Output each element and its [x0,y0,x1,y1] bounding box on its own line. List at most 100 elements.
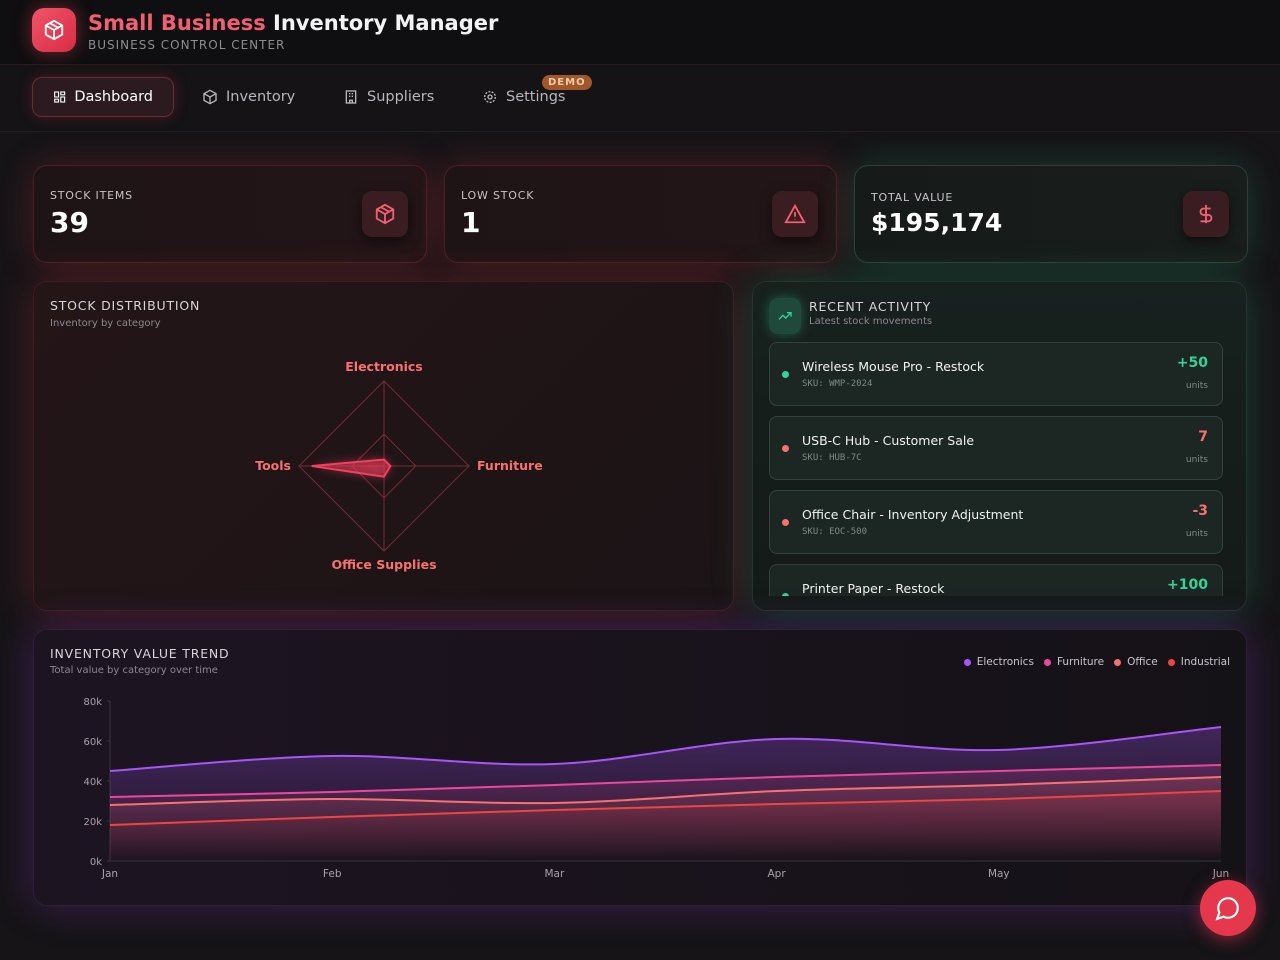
radar-area [311,458,392,478]
nav-bar: Dashboard Inventory Suppliers Settings [0,65,1280,132]
nav-label: Dashboard [74,89,153,105]
activity-list: Wireless Mouse Pro - Restock SKU: WMP-202… [753,342,1246,596]
nav-label: Suppliers [367,89,435,105]
radar-label: Furniture [477,458,543,473]
nav-label: Inventory [226,89,296,105]
x-tick-label: Mar [544,868,564,880]
legend-item: Office [1114,656,1158,668]
panel-title: STOCK DISTRIBUTION [50,298,201,313]
series-line [109,790,1222,826]
legend-item: Electronics [963,656,1034,668]
stat-icon [1183,191,1229,237]
status-dot [782,445,789,452]
demo-badge: DEMO [542,75,592,90]
header: Small Business Inventory Manager BUSINES… [0,0,1280,65]
logo [32,8,76,52]
stat-value: 39 [50,206,89,239]
radar-panel: STOCK DISTRIBUTION Inventory by category… [33,281,734,611]
radar-label: Electronics [345,359,422,374]
legend-swatch [1114,658,1122,666]
y-tick-label: 20k [83,817,102,828]
status-dot [782,519,789,526]
stat-icon [772,191,818,237]
panel-subtitle: Total value by category over time [50,665,218,676]
item-sku: SKU: HUB-7C [802,453,862,463]
radar-chart: Electronics Furniture Office Supplies Tools [255,359,543,572]
item-unit: units [1185,455,1208,465]
panel-subtitle: Inventory by category [50,318,161,329]
x-tick-label: Feb [323,868,342,880]
item-unit: units [1185,529,1208,539]
item-qty: +100 [1167,577,1208,593]
legend-item: Industrial [1167,656,1230,668]
nav-tab[interactable]: Suppliers [323,77,454,117]
series-line [109,726,1222,772]
stat-card: STOCK ITEMS 39 [33,165,427,263]
app-subtitle: BUSINESS CONTROL CENTER [88,38,286,52]
title-accent: Small Business [88,11,266,35]
stat-icon [362,191,408,237]
legend-label: Electronics [976,656,1034,668]
item-qty: 7 [1198,429,1208,445]
nav-tab[interactable]: Settings [462,77,585,117]
x-tick-label: Jan [101,868,118,880]
radar-label: Tools [255,458,291,473]
activity-panel: RECENT ACTIVITY Latest stock movements W… [752,281,1247,611]
activity-item: Wireless Mouse Pro - Restock SKU: WMP-202… [769,342,1223,406]
legend-swatch [1167,658,1175,666]
x-tick-label: May [988,868,1010,880]
status-dot [782,593,789,596]
activity-item: USB-C Hub - Customer Sale SKU: HUB-7C 7 uni… [769,416,1223,480]
activity-item: Office Chair - Inventory Adjustment SKU: … [769,490,1223,554]
legend-label: Industrial [1180,656,1230,668]
item-name: Printer Paper - Restock [802,581,945,596]
stat-label: STOCK ITEMS [50,189,133,202]
chat-button[interactable] [1200,880,1256,936]
app-title: Small Business Inventory Manager [88,11,498,35]
item-name: USB-C Hub - Customer Sale [802,433,975,448]
trend-panel: INVENTORY VALUE TREND Total value by cat… [33,629,1247,906]
radar-label: Office Supplies [331,557,436,572]
x-tick-label: Apr [768,868,787,880]
item-name: Wireless Mouse Pro - Restock [802,359,985,374]
y-tick-label: 60k [83,737,102,748]
status-dot [782,371,789,378]
item-name: Office Chair - Inventory Adjustment [802,507,1024,522]
stat-value: 1 [461,206,481,239]
title-rest: Inventory Manager [273,11,499,35]
stat-label: TOTAL VALUE [871,191,954,204]
stat-card: LOW STOCK 1 [444,165,837,263]
legend-swatch [1043,658,1051,666]
item-unit: units [1185,381,1208,391]
panel-title: INVENTORY VALUE TREND [50,646,230,661]
item-sku: SKU: WMP-2024 [802,379,873,389]
item-qty: +50 [1176,355,1208,371]
legend: Electronics Furniture Office Industrial [963,656,1230,668]
legend-item: Furniture [1043,656,1105,668]
item-sku: SKU: EOC-500 [802,527,868,537]
legend-label: Office [1127,656,1158,668]
y-tick-label: 80k [83,697,102,708]
y-tick-label: 40k [83,777,102,788]
nav-tab[interactable]: Dashboard [32,77,174,117]
series-area [110,791,1221,861]
stat-value: $195,174 [871,208,1003,237]
item-qty: -3 [1192,503,1208,519]
panel-title: RECENT ACTIVITY [809,299,932,314]
nav-tab[interactable]: Inventory [182,77,315,117]
radar-glow [311,459,391,477]
stat-label: LOW STOCK [461,189,535,202]
y-tick-label: 0k [90,857,102,868]
activity-item: Printer Paper - Restock +100 [769,564,1223,596]
nav-label: Settings [506,89,566,105]
legend-swatch [963,658,971,666]
x-tick-label: Jun [1212,868,1229,880]
stat-card: TOTAL VALUE $195,174 [854,165,1248,263]
legend-label: Furniture [1056,656,1105,668]
activity-icon [769,298,801,334]
series-line [109,776,1222,806]
series-line [109,764,1222,798]
panel-subtitle: Latest stock movements [809,316,933,327]
